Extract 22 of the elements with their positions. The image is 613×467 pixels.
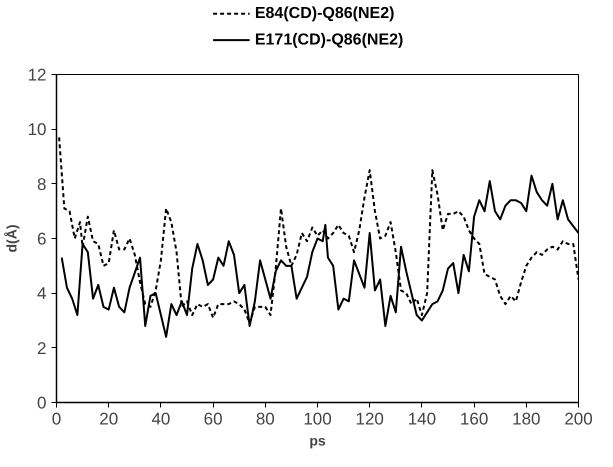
y-tick-label: 4 xyxy=(37,284,47,304)
x-axis-title: ps xyxy=(309,432,326,448)
x-tick-label: 180 xyxy=(512,410,540,428)
x-tick-label: 0 xyxy=(52,410,62,428)
y-tick-label: 0 xyxy=(37,394,47,412)
legend-label: E171(CD)-Q86(NE2) xyxy=(254,32,404,49)
y-tick-label: 12 xyxy=(28,66,47,84)
x-tick-label: 160 xyxy=(460,410,488,428)
x-tick-label: 40 xyxy=(151,410,170,428)
y-tick-label: 6 xyxy=(37,230,47,248)
y-axis-title: d(Å) xyxy=(4,224,20,252)
y-tick-label: 8 xyxy=(37,174,47,194)
x-tick-label: 60 xyxy=(204,410,223,428)
x-tick-label: 120 xyxy=(356,410,384,428)
x-tick-label: 80 xyxy=(256,410,275,428)
y-tick-label: 2 xyxy=(37,338,47,358)
legend-label: E84(CD)-Q86(NE2) xyxy=(254,5,394,22)
x-tick-label: 20 xyxy=(99,410,118,428)
y-tick-label: 10 xyxy=(28,120,47,140)
x-tick-label: 200 xyxy=(564,410,593,428)
x-tick-label: 100 xyxy=(303,410,332,428)
x-tick-label: 140 xyxy=(408,410,436,428)
